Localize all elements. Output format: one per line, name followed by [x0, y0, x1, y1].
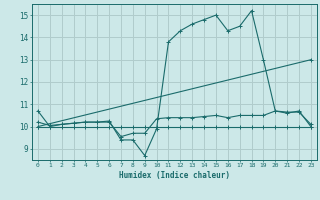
X-axis label: Humidex (Indice chaleur): Humidex (Indice chaleur) — [119, 171, 230, 180]
